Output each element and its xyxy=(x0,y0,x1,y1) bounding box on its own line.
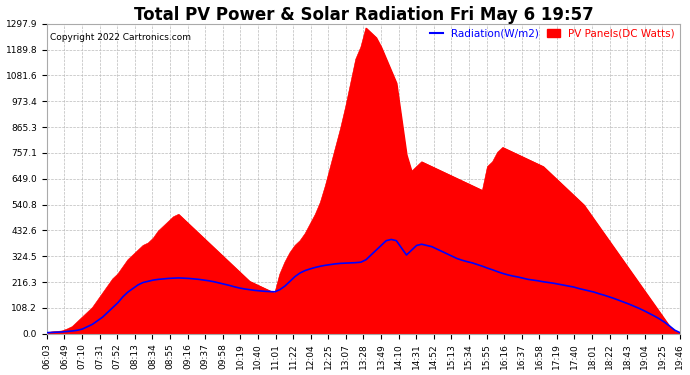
Text: Copyright 2022 Cartronics.com: Copyright 2022 Cartronics.com xyxy=(50,33,191,42)
Title: Total PV Power & Solar Radiation Fri May 6 19:57: Total PV Power & Solar Radiation Fri May… xyxy=(134,6,593,24)
Legend: Radiation(W/m2), PV Panels(DC Watts): Radiation(W/m2), PV Panels(DC Watts) xyxy=(431,29,675,39)
